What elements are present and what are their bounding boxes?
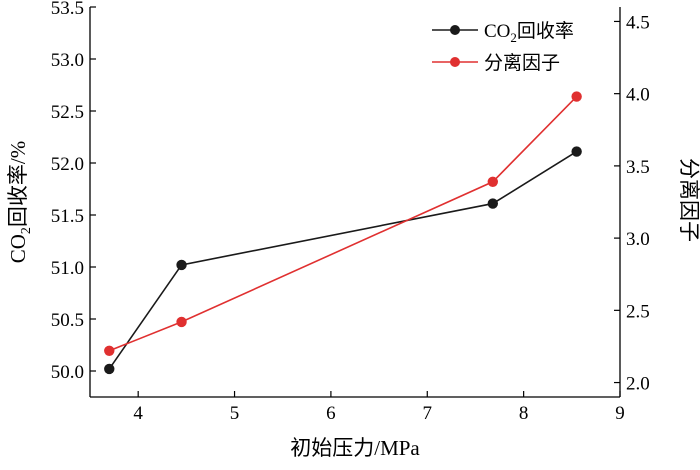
legend-label-separation: 分离因子 (484, 52, 560, 74)
right-y-axis-title: 分离因子 (677, 158, 700, 242)
left-y-ticks: 50.0 50.5 51.0 51.5 52.0 52.5 53.0 53.5 (51, 0, 96, 383)
right-y-ticks: 2.0 2.5 3.0 3.5 4.0 4.5 (614, 12, 650, 395)
data-point-separation (176, 316, 187, 328)
left-y-tick-label: 51.5 (51, 206, 84, 227)
series-line-separation (108, 95, 578, 352)
x-tick-label: 4 (133, 403, 143, 424)
legend-marker-separation (450, 57, 460, 67)
data-point-separation (487, 176, 498, 187)
x-tick-label: 8 (519, 403, 529, 424)
legend-label-recovery: CO2回收率 (484, 20, 574, 45)
left-y-tick-label: 53.5 (51, 0, 84, 19)
x-tick-label: 6 (326, 403, 336, 424)
data-point-recovery (487, 198, 498, 209)
series-layer (104, 91, 582, 375)
right-y-tick-label: 3.0 (626, 229, 650, 250)
right-y-tick-label: 3.5 (626, 157, 650, 178)
left-y-tick-label: 51.0 (51, 258, 84, 279)
right-y-tick-label: 4.0 (626, 85, 650, 106)
right-y-tick-label: 2.5 (626, 301, 650, 322)
data-point-recovery (571, 146, 582, 157)
x-tick-label: 5 (230, 403, 240, 424)
x-ticks: 4 5 6 7 8 9 (133, 391, 625, 424)
legend-marker-recovery (450, 25, 460, 35)
left-y-axis-title: CO2回收率/% (6, 141, 34, 264)
data-point-recovery (104, 363, 115, 375)
x-tick-label: 9 (615, 403, 625, 424)
left-y-tick-label: 50.0 (51, 362, 84, 383)
x-tick-label: 7 (423, 403, 433, 424)
series-line-recovery (108, 150, 578, 370)
left-y-tick-label: 52.0 (51, 154, 84, 175)
data-point-separation (104, 345, 115, 356)
right-y-tick-label: 4.5 (626, 12, 650, 33)
data-point-separation (571, 91, 582, 102)
legend: CO2回收率 分离因子 (432, 20, 574, 74)
left-y-tick-label: 52.5 (51, 102, 84, 123)
left-y-tick-label: 50.5 (51, 310, 84, 331)
data-point-recovery (176, 259, 187, 271)
left-y-tick-label: 53.0 (51, 50, 84, 71)
right-y-tick-label: 2.0 (626, 374, 650, 395)
x-axis-title: 初始压力/MPa (290, 436, 420, 460)
